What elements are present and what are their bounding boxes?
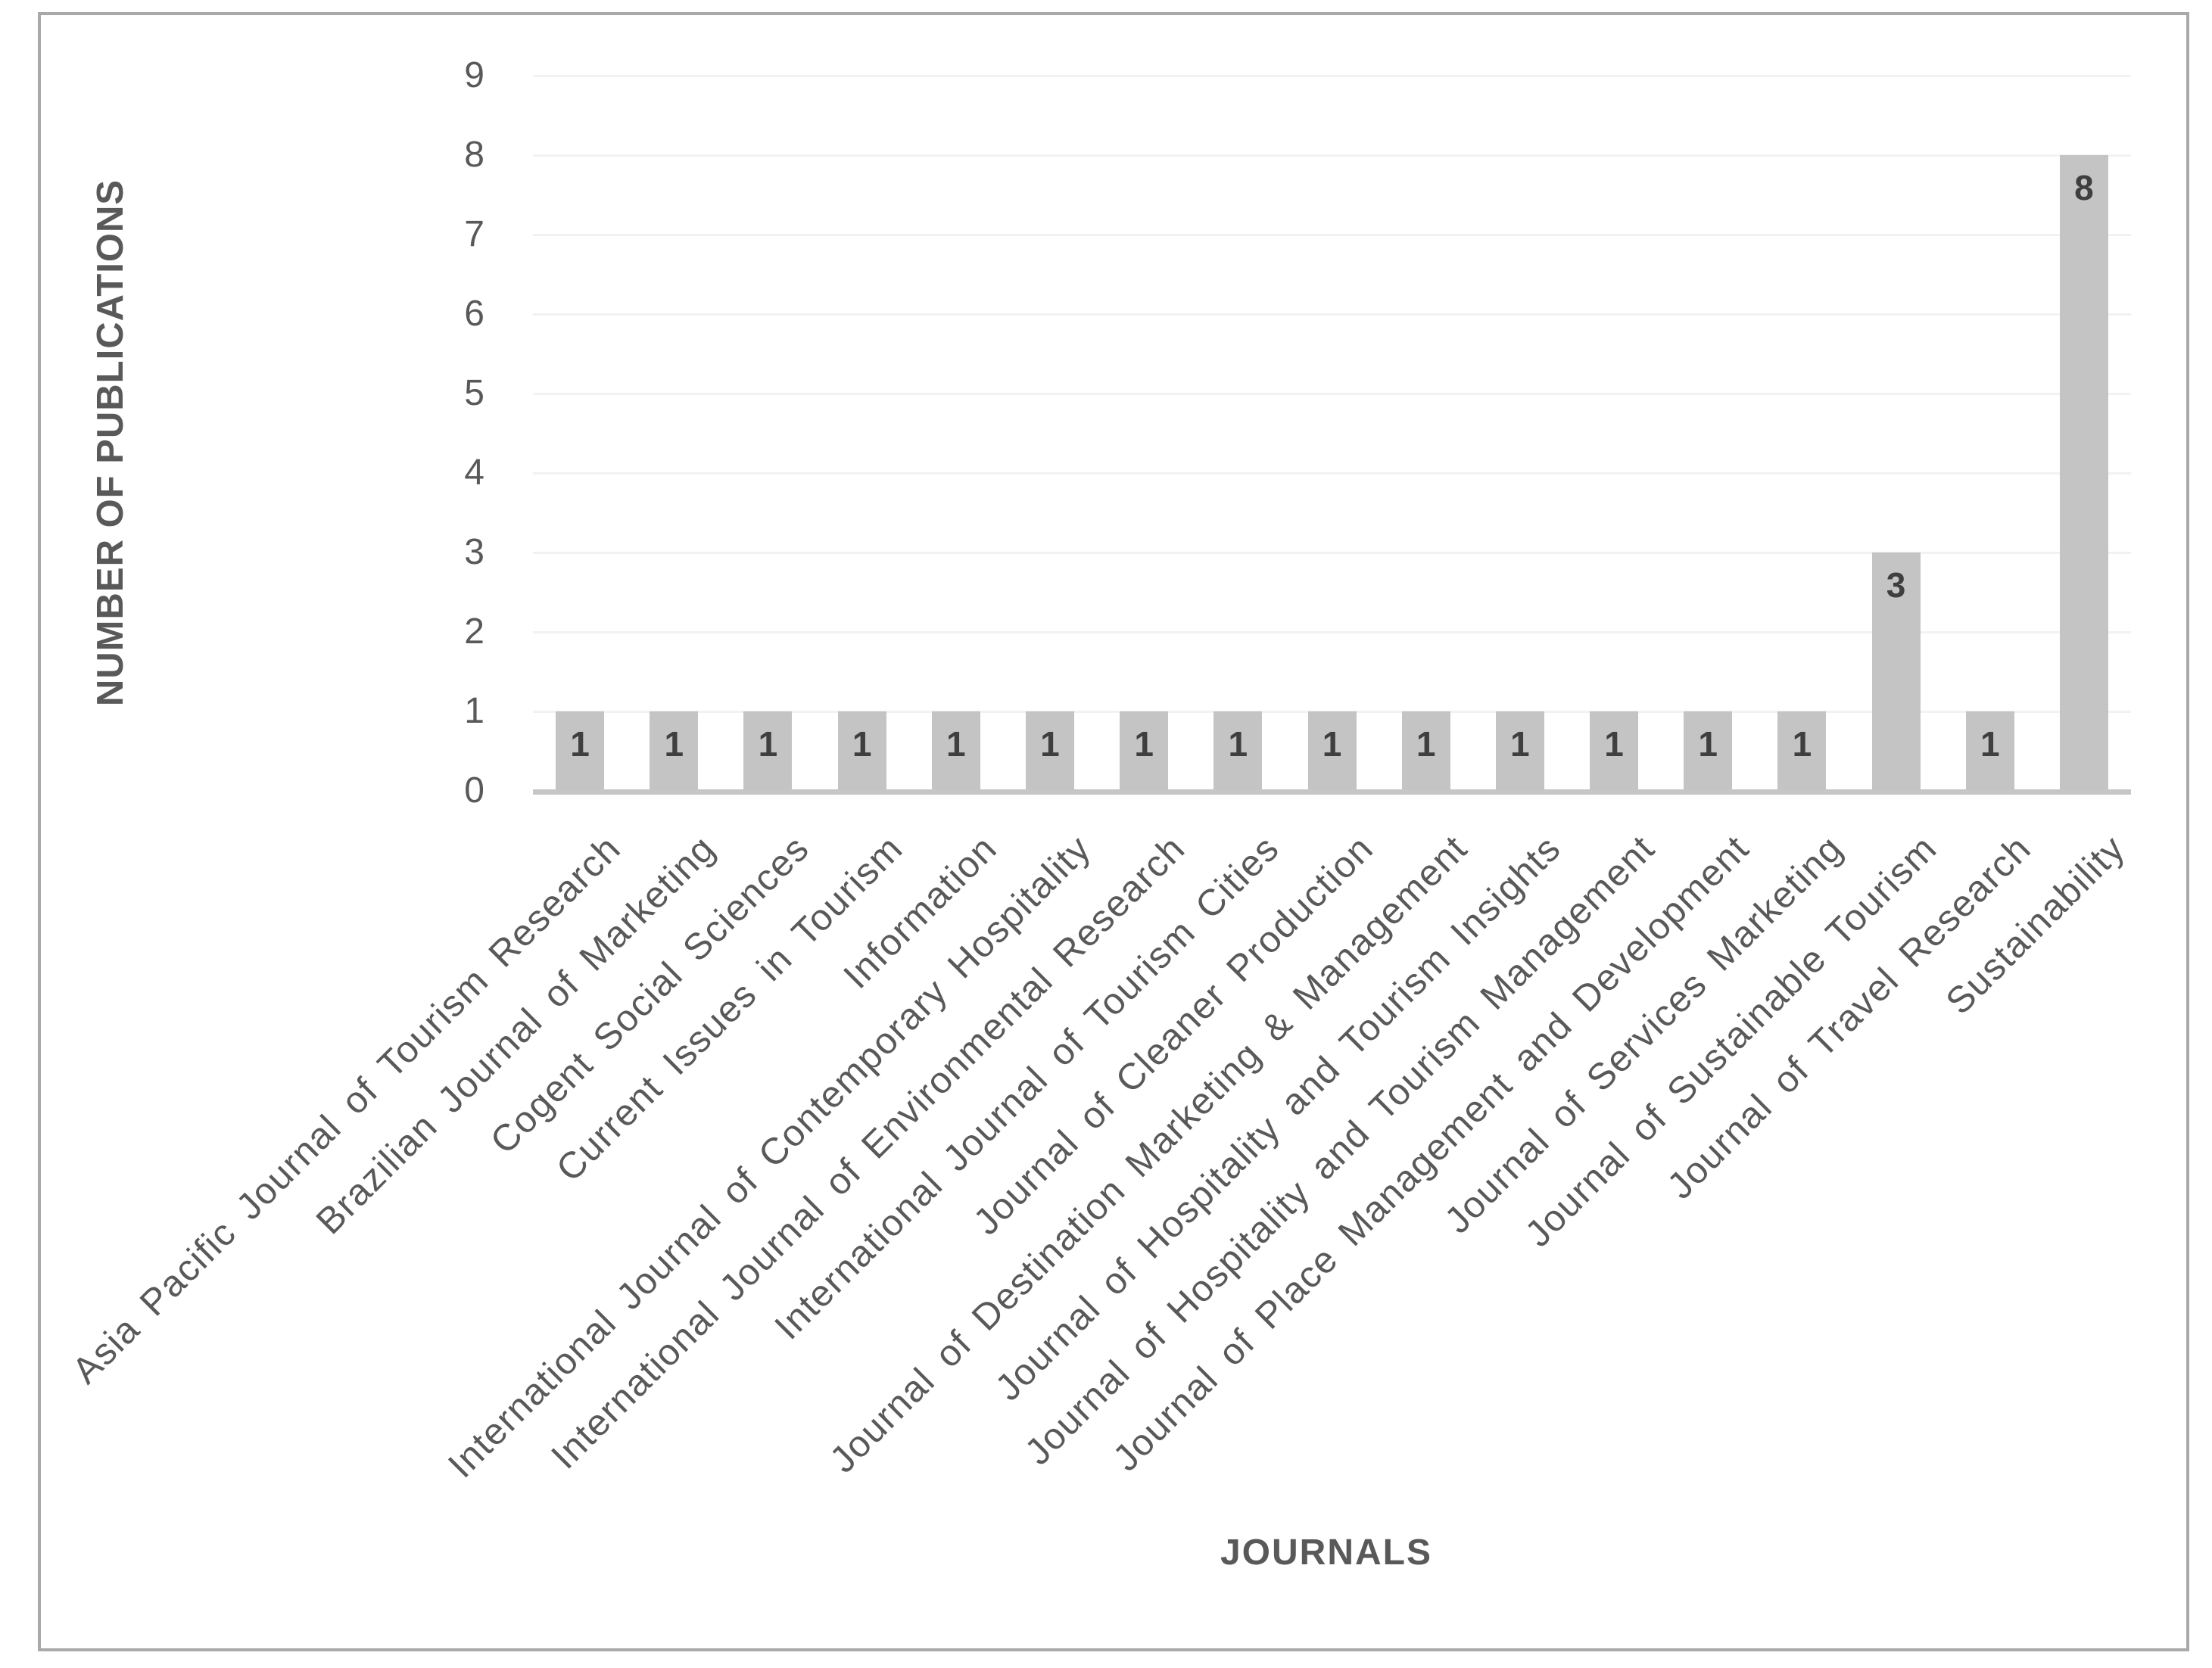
bar (837, 711, 886, 789)
y-tick-label: 9 (464, 55, 484, 95)
bar (1495, 711, 1544, 789)
bar (931, 711, 980, 789)
x-axis-line (533, 789, 2131, 795)
bar-value-label: 1 (946, 724, 966, 764)
bar (1213, 711, 1263, 789)
figure-border (38, 12, 2189, 1651)
h-gridline (533, 393, 2131, 395)
bar (1777, 711, 1827, 789)
h-gridline (533, 234, 2131, 236)
bar-value-label: 1 (664, 724, 684, 764)
bar-value-label: 3 (1886, 565, 1906, 605)
bar (2059, 155, 2108, 789)
bar-value-label: 1 (1604, 724, 1624, 764)
bar-value-label: 1 (1228, 724, 1248, 764)
h-gridline (533, 154, 2131, 157)
bar (1401, 711, 1450, 789)
bar-value-label: 1 (758, 724, 778, 764)
h-gridline (533, 313, 2131, 316)
y-tick-label: 5 (464, 373, 484, 413)
bar (1025, 711, 1074, 789)
h-gridline (533, 631, 2131, 633)
bar-value-label: 1 (1698, 724, 1718, 764)
y-tick-label: 4 (464, 453, 484, 493)
y-tick-label: 8 (464, 135, 484, 175)
bar-value-label: 1 (1510, 724, 1530, 764)
bar-value-label: 1 (570, 724, 590, 764)
bar-value-label: 1 (1416, 724, 1436, 764)
bar-value-label: 1 (1980, 724, 2000, 764)
bar (1120, 711, 1169, 789)
bar-value-label: 8 (2074, 168, 2094, 207)
bar-value-label: 1 (1040, 724, 1060, 764)
bar (1871, 552, 1921, 789)
h-gridline (533, 552, 2131, 554)
y-tick-label: 1 (464, 691, 484, 731)
bar (1307, 711, 1357, 789)
bar-value-label: 1 (852, 724, 872, 764)
y-axis-title: NUMBER OF PUBLICATIONS (90, 179, 131, 707)
bar (650, 711, 699, 789)
bar (743, 711, 793, 789)
y-tick-label: 0 (464, 770, 484, 811)
y-tick-label: 3 (464, 532, 484, 572)
y-tick-label: 6 (464, 294, 484, 334)
y-tick-label: 7 (464, 214, 484, 254)
y-tick-label: 2 (464, 611, 484, 652)
h-gridline (533, 472, 2131, 475)
bar (1590, 711, 1639, 789)
bar-value-label: 1 (1322, 724, 1342, 764)
x-axis-title: JOURNALS (1220, 1533, 1433, 1573)
bar-value-label: 1 (1134, 724, 1154, 764)
h-gridline (533, 75, 2131, 77)
bar (1965, 711, 2014, 789)
bar (1684, 711, 1733, 789)
bar (556, 711, 605, 789)
bar-value-label: 1 (1792, 724, 1812, 764)
